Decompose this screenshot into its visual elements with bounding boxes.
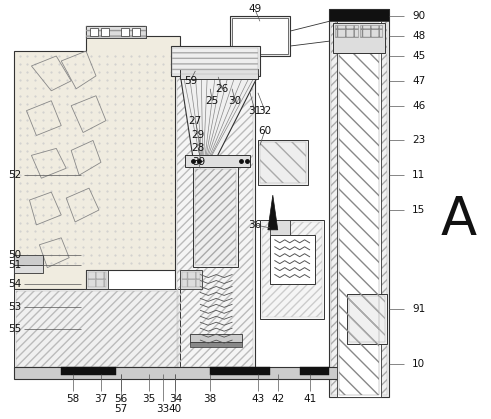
Text: 36: 36 [248, 220, 262, 230]
Text: 47: 47 [412, 76, 426, 86]
Bar [186, 155, 250, 167]
Bar [260, 142, 305, 183]
Bar [172, 48, 258, 74]
Bar [14, 255, 43, 265]
Text: 59: 59 [184, 76, 197, 86]
Bar [337, 21, 381, 397]
Text: 39: 39 [191, 157, 205, 167]
Text: 38: 38 [204, 394, 217, 404]
Bar [262, 222, 323, 317]
Bar [180, 269, 202, 290]
Bar [61, 367, 116, 375]
Bar [14, 367, 371, 379]
Bar [86, 26, 146, 38]
Bar [258, 140, 307, 185]
Bar [86, 26, 146, 38]
Text: 25: 25 [206, 96, 219, 106]
Bar [331, 11, 387, 395]
Bar [329, 9, 389, 21]
Text: 41: 41 [303, 394, 316, 404]
Text: 55: 55 [8, 324, 21, 334]
Text: 10: 10 [412, 359, 425, 369]
Bar [335, 25, 358, 37]
Text: 42: 42 [271, 394, 284, 404]
Bar [88, 272, 106, 287]
Bar [14, 9, 441, 397]
Bar [270, 235, 315, 285]
Text: 33: 33 [156, 403, 169, 414]
Text: 52: 52 [8, 170, 21, 180]
Text: 50: 50 [8, 250, 21, 260]
Text: 49: 49 [248, 4, 262, 14]
Bar [347, 295, 387, 344]
Text: 46: 46 [412, 101, 426, 111]
Bar [14, 265, 43, 273]
Text: 56: 56 [114, 394, 128, 404]
Bar [175, 51, 255, 369]
Text: 28: 28 [191, 143, 205, 153]
Bar [101, 28, 109, 36]
Text: 32: 32 [258, 106, 272, 116]
Bar [132, 28, 140, 36]
Bar [86, 269, 108, 290]
Text: 58: 58 [66, 394, 80, 404]
Text: 15: 15 [412, 205, 426, 215]
Text: 51: 51 [8, 260, 21, 270]
Text: 30: 30 [228, 96, 242, 106]
Bar [191, 342, 242, 347]
Text: 90: 90 [412, 11, 425, 21]
Polygon shape [180, 76, 258, 160]
Bar [300, 367, 329, 375]
Text: 29: 29 [191, 130, 205, 140]
Bar [360, 25, 382, 37]
Text: 45: 45 [412, 51, 426, 61]
Bar [329, 9, 389, 397]
Bar [14, 290, 180, 369]
Bar [170, 46, 260, 76]
Text: 23: 23 [412, 135, 426, 145]
Text: 54: 54 [8, 279, 21, 290]
Text: 48: 48 [412, 31, 426, 41]
Text: 31: 31 [248, 106, 262, 116]
Bar [193, 167, 238, 266]
Text: 53: 53 [8, 303, 21, 312]
Bar [177, 53, 253, 367]
Bar [260, 220, 325, 319]
Bar [270, 220, 290, 235]
Text: 40: 40 [169, 403, 182, 414]
Bar [121, 28, 129, 36]
Bar [90, 28, 98, 36]
Polygon shape [268, 195, 278, 230]
Polygon shape [14, 36, 180, 290]
Bar [183, 272, 200, 287]
Text: 35: 35 [142, 394, 155, 404]
Bar [333, 23, 385, 53]
Bar [180, 69, 258, 79]
Bar [16, 292, 178, 367]
Bar [232, 18, 288, 54]
Text: 57: 57 [114, 403, 128, 414]
Text: A: A [440, 194, 477, 246]
Bar [191, 334, 242, 342]
Text: 60: 60 [258, 126, 272, 135]
Text: 11: 11 [412, 170, 426, 180]
Text: 26: 26 [216, 84, 229, 94]
Text: 43: 43 [251, 394, 265, 404]
Text: 27: 27 [189, 116, 202, 126]
Text: 37: 37 [94, 394, 108, 404]
Bar [195, 169, 236, 265]
Bar [230, 16, 290, 56]
Bar [339, 23, 379, 395]
Bar [349, 296, 385, 342]
Text: 34: 34 [169, 394, 182, 404]
Bar [210, 367, 270, 375]
Text: 91: 91 [412, 304, 426, 314]
